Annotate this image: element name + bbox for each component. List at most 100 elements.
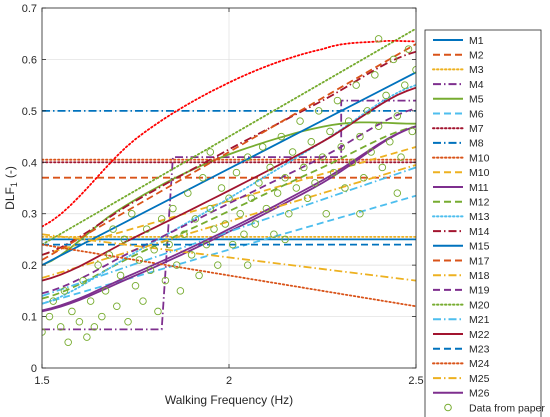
scatter-point	[172, 261, 181, 269]
scatter-point	[94, 261, 102, 269]
scatter-point	[221, 220, 230, 228]
scatter-point	[378, 163, 387, 172]
legend-label: M11	[469, 182, 489, 194]
y-tick-label: 0.4	[22, 157, 37, 169]
series-line-m19	[42, 107, 416, 295]
series-line-m25	[42, 233, 416, 282]
scatter-point	[101, 287, 110, 295]
y-tick-label: 0	[31, 363, 37, 375]
x-tick-label: 2.5	[408, 375, 423, 387]
scatter-point	[169, 204, 177, 213]
scatter-point	[113, 302, 121, 311]
legend-label: M23	[469, 344, 490, 356]
scatter-point	[374, 122, 383, 131]
series-line-m21	[42, 166, 416, 297]
y-tick-label: 0.5	[22, 106, 37, 118]
scatter-point	[236, 209, 244, 218]
y-axis-label-main: DLF	[3, 187, 17, 210]
scatter-point	[98, 312, 106, 321]
scatter-point	[404, 45, 413, 53]
legend-label-scatter: Data from paper	[469, 402, 545, 414]
scatter-point	[68, 307, 76, 316]
series-line-m20	[42, 27, 416, 246]
scatter-point	[150, 245, 158, 254]
scatter-point	[251, 220, 259, 228]
legend-label: M5	[469, 94, 484, 106]
scatter-point	[142, 225, 151, 233]
legend-label: M10	[469, 167, 490, 179]
series-line-m9	[42, 40, 416, 228]
y-axis-label: DLF1 (-)	[3, 166, 19, 210]
scatter-point	[356, 209, 364, 218]
legend-label: M17	[469, 255, 490, 267]
scatter-point	[180, 230, 188, 239]
scatter-point	[206, 204, 215, 213]
y-tick-label: 0.3	[22, 209, 37, 221]
scatter-point	[243, 153, 252, 161]
y-tick-label: 0.1	[22, 312, 37, 324]
scatter-point	[273, 189, 282, 197]
scatter-point	[311, 179, 319, 187]
scatter-point	[157, 215, 166, 223]
scatter-point	[131, 281, 140, 290]
series-line-m15	[42, 71, 416, 266]
legend-label: M20	[469, 299, 490, 311]
scatter-point	[120, 235, 129, 244]
scatter-point	[210, 225, 218, 233]
scatter-point	[124, 317, 132, 326]
scatter-point	[60, 287, 69, 295]
scatter-point	[412, 65, 416, 74]
scatter-point	[281, 173, 289, 182]
scatter-point	[195, 271, 203, 280]
x-tick-label: 1.5	[34, 375, 49, 387]
scatter-point	[243, 261, 252, 269]
scatter-point	[176, 287, 185, 295]
scatter-point	[86, 297, 95, 305]
scatter-point	[135, 256, 143, 264]
scatter-point	[341, 184, 349, 192]
legend-box	[424, 29, 542, 417]
scatter-point	[363, 107, 372, 115]
legend-label: M26	[469, 388, 490, 400]
legend-swatch-scatter	[444, 403, 452, 412]
series-line-m6	[42, 194, 416, 305]
series-line-m4	[42, 99, 416, 331]
scatter-point	[146, 266, 155, 275]
scatter-point	[225, 194, 233, 203]
scatter-point	[374, 35, 383, 43]
scatter-point	[64, 338, 72, 347]
series-line-m17	[42, 43, 416, 261]
scatter-point	[386, 137, 394, 146]
scatter-point	[128, 209, 136, 218]
scatter-point	[206, 148, 215, 156]
scatter-point	[356, 132, 364, 141]
scatter-point	[161, 276, 170, 285]
scatter-point	[270, 230, 278, 239]
scatter-point	[105, 251, 114, 259]
scatter-point	[393, 112, 402, 120]
scatter-point	[266, 163, 274, 172]
scatter-point	[393, 189, 402, 197]
scatter-point	[329, 168, 338, 177]
scatter-point	[83, 333, 91, 341]
scatter-point	[326, 127, 334, 136]
scatter-point	[79, 276, 87, 285]
scatter-point	[359, 173, 368, 182]
scatter-point	[322, 209, 330, 218]
scatter-point	[307, 137, 316, 146]
series-line-m10	[42, 146, 416, 256]
legend-label: M22	[469, 329, 490, 341]
y-tick-label: 0.6	[22, 54, 37, 66]
scatter-point	[258, 143, 267, 151]
legend-label: M3	[469, 64, 484, 76]
scatter-point	[139, 297, 147, 305]
series-line-m13	[42, 84, 416, 305]
scatter-point	[240, 230, 248, 239]
series-line-m18	[42, 164, 416, 279]
scatter-point	[281, 235, 289, 244]
scatter-point	[348, 158, 357, 167]
series-line-m22	[42, 86, 416, 282]
legend-label: M4	[469, 79, 484, 91]
scatter-point	[292, 184, 301, 192]
scatter-point	[247, 194, 256, 203]
